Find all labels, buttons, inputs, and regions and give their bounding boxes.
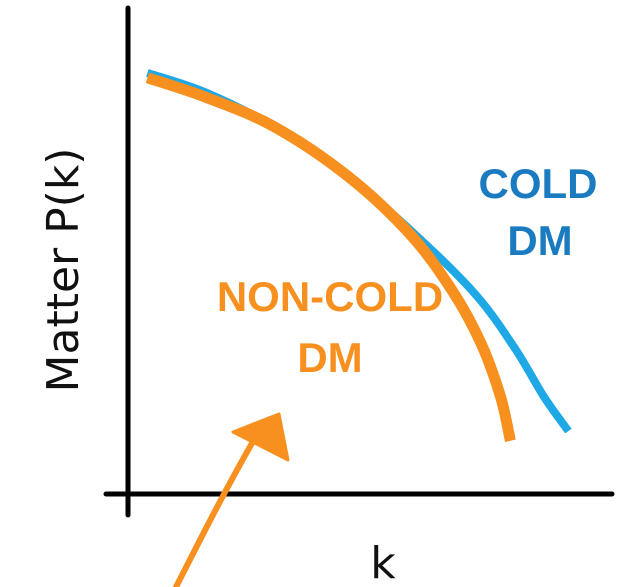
arrow-shaft: [173, 435, 258, 587]
noncold-dm-label-line1: NON-COLD: [217, 273, 443, 320]
x-axis-label: k: [370, 538, 396, 587]
cold-dm-label-line1: COLD: [479, 160, 598, 207]
noncold-dm-label-line2: DM: [297, 334, 362, 381]
noncold-dm-curve: [145, 72, 516, 443]
series-layer: [145, 69, 572, 443]
y-axis-label: Matter P(k): [38, 148, 89, 393]
cold-dm-label-line2: DM: [507, 217, 572, 264]
arrow-head: [231, 412, 290, 462]
arrow-annotation: [173, 412, 290, 587]
